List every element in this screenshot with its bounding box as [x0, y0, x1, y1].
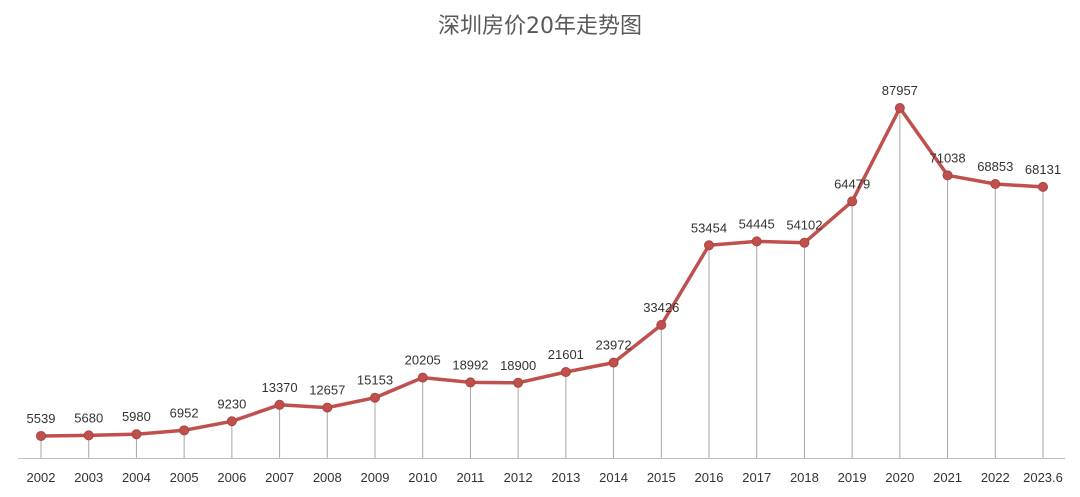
chart-title: 深圳房价20年走势图 [438, 14, 642, 39]
data-point [656, 319, 667, 330]
series-line [39, 106, 1045, 438]
data-point [894, 103, 905, 113]
x-tick-label: 2010 [408, 470, 437, 485]
data-label: 18992 [452, 357, 488, 372]
data-point [465, 377, 476, 388]
data-point [274, 399, 285, 410]
data-labels: 5539 5680 5980 6952 9230 13370 12657 15153 20205… [27, 83, 1062, 426]
x-tick-label: 2007 [265, 470, 294, 485]
data-point [560, 367, 571, 378]
x-tick-label: 2020 [885, 470, 914, 485]
drop-lines [40, 108, 1044, 458]
data-point [847, 196, 858, 207]
data-label: 21601 [548, 347, 584, 362]
data-point [608, 357, 619, 368]
x-tick-label: 2014 [599, 470, 628, 485]
data-label: 18900 [500, 358, 536, 373]
data-label: 53454 [691, 220, 727, 235]
data-point [83, 430, 94, 441]
data-point [513, 377, 524, 388]
x-tick-label: 2012 [504, 470, 533, 485]
x-tick-label: 2021 [933, 470, 962, 485]
data-point [131, 429, 142, 440]
x-tick-label: 2017 [742, 470, 771, 485]
x-tick-label: 2019 [838, 470, 867, 485]
data-label: 68131 [1025, 162, 1061, 177]
data-label: 87957 [882, 83, 918, 98]
data-label: 20205 [405, 353, 441, 368]
data-label: 54445 [739, 216, 775, 231]
data-point [942, 170, 953, 181]
data-point [179, 425, 190, 436]
data-label: 23972 [595, 338, 631, 353]
x-tick-label: 2016 [695, 470, 724, 485]
data-label: 12657 [309, 383, 345, 398]
x-tick-labels: 2002 2003 2004 2005 2006 2007 2008 2009 2010 2011… [27, 470, 1063, 485]
data-label: 6952 [170, 405, 199, 420]
x-tick-label: 2005 [170, 470, 199, 485]
x-tick-label: 2009 [361, 470, 390, 485]
data-point [704, 240, 714, 251]
data-label: 15153 [357, 373, 393, 388]
data-label: 54102 [786, 218, 822, 233]
x-tick-label: 2003 [74, 470, 103, 485]
data-point [36, 430, 46, 441]
data-point [990, 179, 1001, 190]
data-label: 33426 [643, 300, 679, 315]
markers [36, 103, 1048, 441]
data-point [751, 236, 762, 247]
data-label: 5539 [27, 411, 56, 426]
x-tick-label: 2006 [217, 470, 246, 485]
data-point [799, 237, 810, 248]
data-point [370, 392, 380, 403]
x-tick-label: 2015 [647, 470, 676, 485]
x-tick-label: 2013 [551, 470, 580, 485]
data-label: 5980 [122, 409, 151, 424]
data-point [226, 416, 237, 427]
data-point [417, 372, 428, 383]
data-label: 68853 [977, 159, 1013, 174]
x-tick-label: 2002 [27, 470, 56, 485]
data-label: 9230 [217, 396, 246, 411]
x-tick-label: 2018 [790, 470, 819, 485]
data-label: 5680 [74, 410, 103, 425]
x-tick-label: 2022 [981, 470, 1010, 485]
data-label: 13370 [261, 380, 297, 395]
x-tick-label: 2023.6 [1023, 470, 1063, 485]
data-point [322, 402, 333, 413]
x-tick-label: 2008 [313, 470, 342, 485]
data-point [1038, 181, 1048, 192]
data-label: 64479 [834, 176, 870, 191]
data-label: 71038 [929, 150, 965, 165]
x-tick-label: 2004 [122, 470, 151, 485]
x-tick-label: 2011 [456, 470, 484, 485]
